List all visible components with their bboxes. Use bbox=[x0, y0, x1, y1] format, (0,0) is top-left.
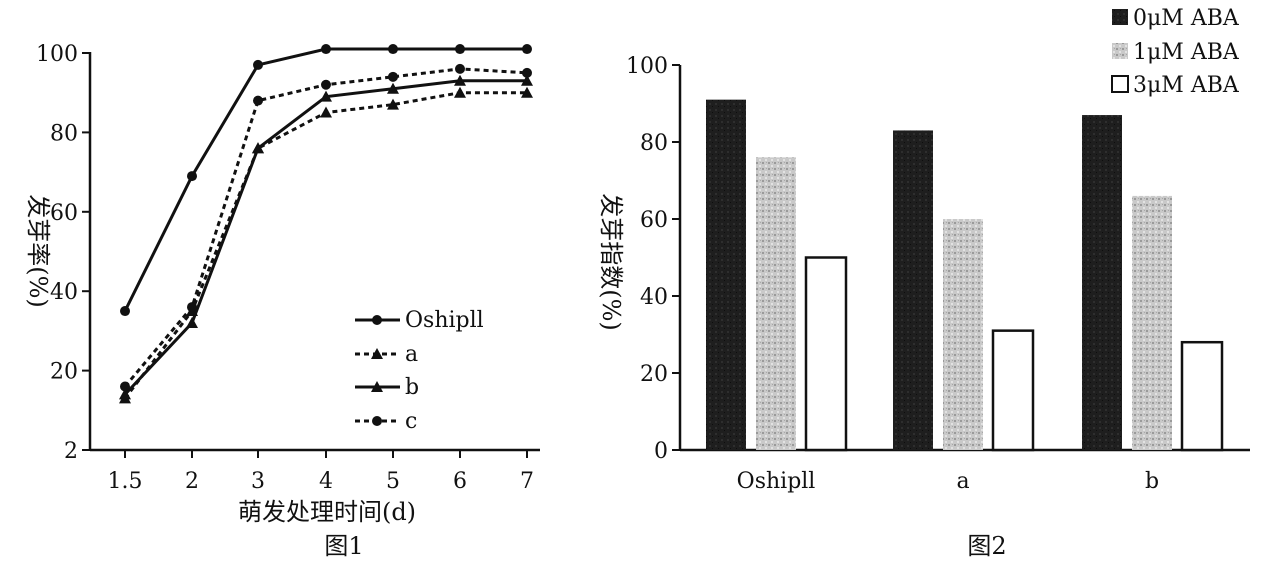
data-point-a bbox=[387, 98, 399, 110]
y-tick-label: 60 bbox=[50, 201, 78, 226]
bar-3um-aba bbox=[991, 329, 1035, 452]
legend-label-a: a bbox=[405, 342, 418, 367]
data-point-oshipll bbox=[187, 171, 197, 182]
data-point-c bbox=[253, 95, 263, 106]
line-chart-caption: 图1 bbox=[324, 532, 363, 560]
bar-1um-aba bbox=[756, 157, 796, 450]
data-point-c bbox=[388, 71, 398, 82]
bar-chart: 0 20 40 60 80 100 Oshipll a b 发芽指数(%) 图2 0μM AB… bbox=[597, 6, 1250, 560]
series-b bbox=[119, 74, 533, 400]
bar-0um-aba bbox=[706, 99, 746, 451]
y-tick-label: 80 bbox=[640, 131, 668, 156]
line-chart-legend: Oshipll abc bbox=[355, 308, 484, 434]
line-chart-x-axis-title: 萌发处理时间(d) bbox=[238, 498, 416, 526]
data-point-oshipll bbox=[455, 44, 465, 55]
data-point-b bbox=[387, 82, 399, 94]
data-point-oshipll bbox=[388, 44, 398, 55]
series-oshipll bbox=[120, 44, 532, 317]
y-tick-label: 100 bbox=[36, 42, 78, 67]
x-tick-label: 6 bbox=[453, 469, 467, 494]
x-tick-label: 3 bbox=[251, 469, 265, 494]
bar-chart-caption: 图2 bbox=[967, 532, 1006, 560]
legend-swatch-3um-aba bbox=[1111, 75, 1129, 93]
data-point-a bbox=[320, 106, 332, 118]
legend-label-3um-aba: 3μM ABA bbox=[1133, 73, 1240, 98]
data-point-oshipll bbox=[253, 59, 263, 70]
x-tick-label: Oshipll bbox=[737, 469, 816, 494]
legend-marker-a bbox=[371, 348, 383, 359]
bar-chart-y-axis-title: 发芽指数(%) bbox=[597, 193, 625, 331]
y-tick-label: 80 bbox=[50, 121, 78, 146]
legend-label-0um-aba: 0μM ABA bbox=[1133, 6, 1240, 31]
legend-label-oshipll: Oshipll bbox=[405, 308, 484, 333]
bar-0um-aba bbox=[893, 130, 933, 450]
y-tick-label: 20 bbox=[50, 360, 78, 385]
data-point-b bbox=[252, 142, 264, 154]
legend-marker-c bbox=[372, 416, 382, 426]
legend-label-1um-aba: 1μM ABA bbox=[1133, 40, 1240, 65]
x-tick-label: 4 bbox=[319, 469, 333, 494]
series-line-a bbox=[123, 91, 527, 400]
bar-3um-aba bbox=[804, 256, 848, 452]
bar-3um-aba bbox=[1180, 340, 1224, 452]
y-tick-label: 60 bbox=[640, 208, 668, 233]
data-point-c bbox=[321, 79, 331, 90]
bar-1um-aba bbox=[943, 219, 983, 450]
data-point-oshipll bbox=[321, 44, 331, 55]
series-c bbox=[120, 63, 532, 392]
legend-label-b: b bbox=[405, 375, 419, 400]
data-point-c bbox=[455, 63, 465, 74]
data-point-b bbox=[186, 316, 198, 328]
y-tick-label: 20 bbox=[640, 362, 668, 387]
y-tick-label: 100 bbox=[626, 54, 668, 79]
data-point-b bbox=[454, 74, 466, 86]
data-point-a bbox=[454, 86, 466, 98]
legend-marker-oshipll bbox=[372, 315, 382, 325]
x-tick-label: 5 bbox=[386, 469, 400, 494]
bar-chart-legend: 0μM ABA 1μM ABA 3μM ABA bbox=[1111, 6, 1240, 98]
legend-swatch-1um-aba bbox=[1112, 43, 1128, 59]
bar-0um-aba bbox=[1082, 115, 1122, 451]
data-point-b bbox=[320, 90, 332, 102]
legend-swatch-0um-aba bbox=[1112, 9, 1128, 25]
series-line-b bbox=[123, 79, 527, 396]
x-tick-label: a bbox=[956, 469, 969, 494]
y-tick-label: 40 bbox=[640, 285, 668, 310]
data-point-c bbox=[120, 381, 130, 392]
data-point-b bbox=[521, 74, 533, 86]
data-point-oshipll bbox=[120, 306, 130, 317]
y-tick-label: 40 bbox=[50, 280, 78, 305]
y-tick-label: 0 bbox=[654, 439, 668, 464]
x-tick-label: b bbox=[1145, 469, 1159, 494]
data-point-oshipll bbox=[522, 44, 532, 55]
series-a bbox=[119, 86, 533, 404]
data-point-c bbox=[522, 67, 532, 78]
y-tick-label: 2 bbox=[64, 439, 78, 464]
x-tick-label: 7 bbox=[520, 469, 534, 494]
line-chart-y-axis-title: 发芽率(%) bbox=[24, 194, 52, 308]
data-point-a bbox=[521, 86, 533, 98]
data-point-b bbox=[119, 388, 131, 400]
x-tick-label: 2 bbox=[185, 469, 199, 494]
legend-label-c: c bbox=[405, 409, 417, 434]
data-point-c bbox=[187, 302, 197, 313]
bar-1um-aba bbox=[1132, 195, 1172, 450]
x-tick-label: 1.5 bbox=[108, 469, 143, 494]
legend-marker-b bbox=[371, 381, 383, 392]
